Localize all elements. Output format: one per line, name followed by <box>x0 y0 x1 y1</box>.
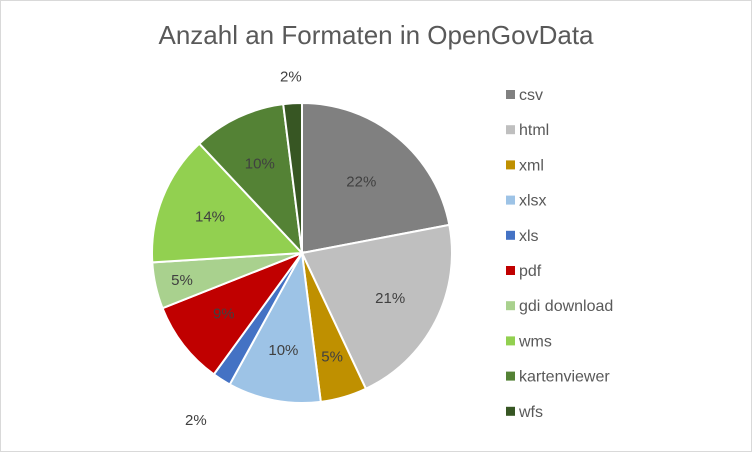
legend-swatch-kartenviewer <box>506 371 515 381</box>
data-labels: 22% 21% 5% 10% 2% 9% 5% 14% 10% 2% <box>171 68 405 429</box>
legend-swatch-csv <box>506 90 515 99</box>
legend-swatch-xlsx <box>506 195 515 205</box>
legend-label-csv: csv <box>519 87 543 104</box>
legend-label-kartenviewer: kartenviewer <box>519 369 610 386</box>
legend-label-html: html <box>519 122 549 139</box>
data-label-wfs: 2% <box>280 68 302 85</box>
chart-title: Anzahl an Formaten in OpenGovData <box>158 20 594 50</box>
slice-html <box>300 223 453 391</box>
legend-swatch-pdf <box>506 266 515 275</box>
data-label-xlsx: 10% <box>268 342 298 359</box>
data-label-wms: 14% <box>195 209 225 226</box>
legend-label-gdi-download: gdi download <box>519 298 613 315</box>
legend-swatch-html <box>506 125 515 135</box>
legend-label-xlsx: xlsx <box>519 193 547 210</box>
slice-csv <box>301 101 451 255</box>
data-label-xml: 5% <box>321 349 343 366</box>
legend-swatch-xml <box>506 160 515 170</box>
legend-swatch-xls <box>506 230 515 240</box>
legend-label-xml: xml <box>519 157 544 174</box>
pie-slices <box>151 101 453 405</box>
slice-kartenviewer <box>197 103 304 256</box>
data-label-pdf: 9% <box>213 306 235 323</box>
slice-xlsx <box>228 249 322 405</box>
legend-swatch-gdi-download <box>506 301 515 311</box>
legend-label-pdf: pdf <box>519 263 542 280</box>
legend-label-wms: wms <box>518 333 552 350</box>
legend: csv html xml xlsx xls pdf gdi download wms karte… <box>506 87 613 421</box>
data-label-xls: 2% <box>185 412 207 429</box>
data-label-kartenviewer: 10% <box>245 155 275 172</box>
data-label-html: 21% <box>375 290 405 307</box>
data-label-csv: 22% <box>346 173 376 190</box>
legend-swatch-wms <box>506 336 515 346</box>
slice-wms <box>151 142 305 264</box>
legend-label-wfs: wfs <box>518 404 543 421</box>
legend-swatch-wfs <box>506 406 515 416</box>
data-label-gdi-download: 5% <box>171 272 193 289</box>
legend-label-xls: xls <box>519 228 539 245</box>
slice-wfs <box>282 101 303 254</box>
slice-pdf <box>161 250 305 376</box>
